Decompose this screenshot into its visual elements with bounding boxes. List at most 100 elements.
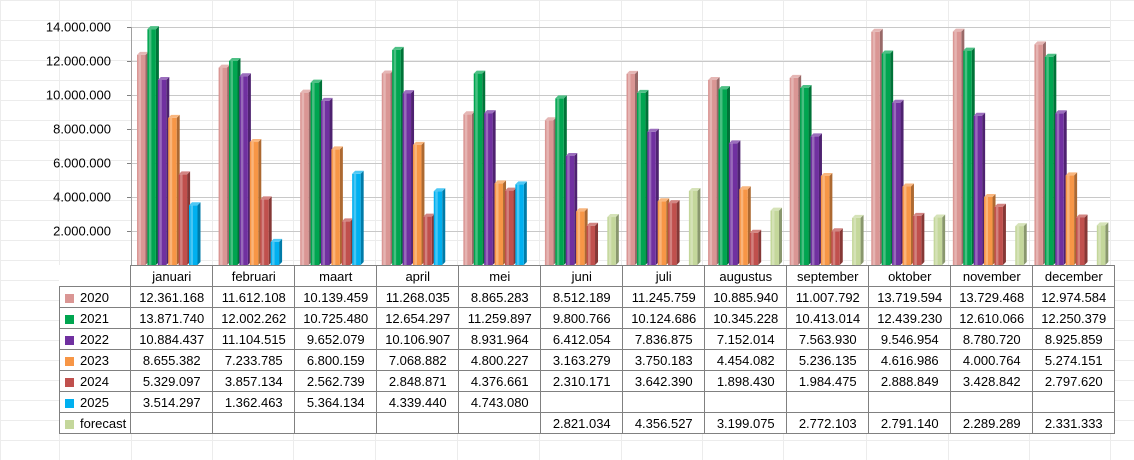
data-cell: 12.002.262: [212, 307, 296, 329]
bar-forecast-oktober: [933, 214, 946, 265]
data-cell: 8.865.283: [458, 286, 542, 308]
bar-2023-januari: [168, 114, 180, 265]
data-cell: 3.750.183: [622, 349, 706, 371]
legend-entry: 2023: [58, 349, 132, 371]
data-cell: 4.356.527: [622, 412, 706, 434]
data-cell: [212, 412, 296, 434]
bar-2024-juni: [586, 222, 599, 265]
data-table: januari februari maart april mei juni juli augu…: [58, 265, 1116, 434]
data-cell: 11.612.108: [212, 286, 296, 308]
data-cell: 7.836.875: [622, 328, 706, 350]
category-label: november: [950, 265, 1034, 287]
bar-2021-september: [800, 84, 812, 265]
data-cell: 1.362.463: [212, 391, 296, 413]
bar-2023-juli: [657, 198, 670, 265]
bar-2020-september: [789, 74, 802, 265]
legend-key: [65, 293, 74, 303]
data-cell: 4.376.661: [458, 370, 542, 392]
y-tick-label: 8.000.000: [53, 122, 111, 137]
category-label: juli: [622, 265, 706, 287]
bar-2022-augustus: [728, 140, 741, 265]
bar-2022-juli: [647, 128, 659, 265]
legend-entry: 2025: [58, 391, 132, 413]
data-cell: [458, 412, 542, 434]
data-cell: [540, 391, 624, 413]
bar-2022-december: [1055, 110, 1067, 265]
bar-2025-maart: [352, 170, 364, 265]
category-label: april: [376, 265, 460, 287]
series-name: 2021: [80, 310, 109, 326]
data-cell: 10.124.686: [622, 307, 706, 329]
data-cell: [868, 391, 952, 413]
bar-2025-januari: [189, 202, 201, 265]
data-cell: 3.857.134: [212, 370, 296, 392]
series-name: forecast: [80, 415, 127, 431]
data-cell: 12.439.230: [868, 307, 952, 329]
bar-2022-juni: [565, 152, 578, 265]
data-cell: 3.514.297: [130, 391, 214, 413]
table-row-2021: 2021 13.871.740 12.002.262 10.725.480 12.654…: [58, 307, 1116, 329]
bar-2020-februari: [218, 64, 231, 265]
data-cell: 13.719.594: [868, 286, 952, 308]
category-label: maart: [294, 265, 378, 287]
bar-2023-mei: [494, 180, 507, 265]
data-cell: 11.104.515: [212, 328, 296, 350]
bar-2023-november: [984, 193, 996, 265]
bar-forecast-augustus: [770, 207, 782, 265]
category-label: mei: [458, 265, 542, 287]
bar-2024-oktober: [912, 212, 925, 265]
legend-key: [65, 356, 74, 366]
legend-entry: forecast: [58, 412, 132, 434]
data-cell: 8.780.720: [950, 328, 1034, 350]
data-cell: 3.642.390: [622, 370, 706, 392]
bar-forecast-juli: [688, 187, 701, 265]
data-cell: 11.245.759: [622, 286, 706, 308]
bar-2020-november: [952, 28, 965, 265]
bar-2020-maart: [300, 89, 312, 265]
table-corner: [59, 265, 132, 287]
data-cell: 4.743.080: [458, 391, 542, 413]
bar-2024-februari: [260, 196, 272, 265]
data-cell: 2.791.140: [868, 412, 952, 434]
bar-2024-september: [831, 228, 843, 265]
data-cell: 2.310.171: [540, 370, 624, 392]
data-cell: 10.139.459: [294, 286, 378, 308]
bar-2023-februari: [249, 139, 262, 265]
data-cell: 7.152.014: [704, 328, 788, 350]
bar-2021-januari: [147, 26, 159, 265]
legend-key: [65, 398, 74, 408]
bar-forecast-juni: [607, 214, 619, 265]
bar-2024-juli: [668, 200, 680, 265]
data-cell: 7.563.930: [786, 328, 870, 350]
data-cell: 6.412.054: [540, 328, 624, 350]
bar-forecast-november: [1015, 223, 1027, 265]
series-name: 2020: [80, 289, 109, 305]
legend-key: [65, 335, 74, 345]
data-cell: 13.729.468: [950, 286, 1034, 308]
data-cell: 7.068.882: [376, 349, 460, 371]
data-cell: 12.610.066: [950, 307, 1034, 329]
series-name: 2022: [80, 331, 109, 347]
data-cell: 2.797.620: [1032, 370, 1116, 392]
data-cell: [1032, 391, 1116, 413]
bar-2022-januari: [157, 76, 170, 265]
data-cell: [786, 391, 870, 413]
bar-2020-april: [381, 70, 394, 265]
bar-2022-november: [973, 112, 986, 266]
table-row-2023: 2023 8.655.382 7.233.785 6.800.159 7.068.882…: [58, 349, 1116, 371]
data-cell: 1.984.475: [786, 370, 870, 392]
category-label: december: [1032, 265, 1116, 287]
series-name: 2025: [80, 394, 109, 410]
data-cell: 3.428.842: [950, 370, 1034, 392]
data-cell: [376, 412, 460, 434]
bar-2022-mei: [484, 110, 496, 265]
data-cell: 10.413.014: [786, 307, 870, 329]
bar-2024-november: [994, 203, 1006, 265]
data-cell: 9.652.079: [294, 328, 378, 350]
data-cell: 8.931.964: [458, 328, 542, 350]
data-cell: 10.345.228: [704, 307, 788, 329]
bar-2023-oktober: [902, 183, 914, 265]
bar-2024-december: [1076, 214, 1088, 265]
bar-2024-april: [423, 213, 435, 265]
category-label: februari: [212, 265, 296, 287]
